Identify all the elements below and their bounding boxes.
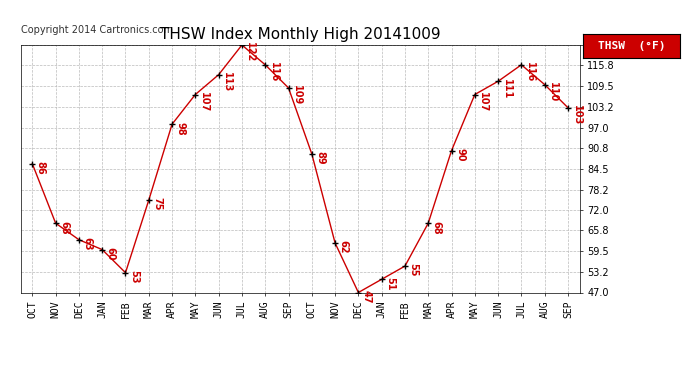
Text: 62: 62 bbox=[339, 240, 348, 254]
Text: 103: 103 bbox=[571, 105, 582, 125]
Text: 68: 68 bbox=[432, 220, 442, 234]
Text: THSW  (°F): THSW (°F) bbox=[598, 41, 665, 51]
Text: 109: 109 bbox=[292, 85, 302, 105]
Text: 51: 51 bbox=[385, 277, 395, 290]
Text: 63: 63 bbox=[82, 237, 92, 250]
Text: 55: 55 bbox=[408, 264, 418, 277]
Text: Copyright 2014 Cartronics.com: Copyright 2014 Cartronics.com bbox=[21, 25, 172, 35]
Text: 113: 113 bbox=[222, 72, 232, 92]
Text: 116: 116 bbox=[268, 62, 279, 82]
Text: 68: 68 bbox=[59, 220, 69, 234]
Text: 86: 86 bbox=[36, 161, 46, 175]
Text: 116: 116 bbox=[525, 62, 535, 82]
Text: 107: 107 bbox=[478, 92, 489, 112]
Text: 122: 122 bbox=[246, 42, 255, 63]
Text: 75: 75 bbox=[152, 198, 162, 211]
Text: 111: 111 bbox=[502, 79, 511, 99]
Text: 53: 53 bbox=[129, 270, 139, 284]
Text: 47: 47 bbox=[362, 290, 372, 303]
Text: 89: 89 bbox=[315, 151, 325, 165]
Text: 110: 110 bbox=[548, 82, 558, 102]
Text: 60: 60 bbox=[106, 247, 116, 261]
Text: 98: 98 bbox=[175, 122, 186, 135]
Title: THSW Index Monthly High 20141009: THSW Index Monthly High 20141009 bbox=[160, 27, 440, 42]
Text: 107: 107 bbox=[199, 92, 209, 112]
Text: 90: 90 bbox=[455, 148, 465, 162]
